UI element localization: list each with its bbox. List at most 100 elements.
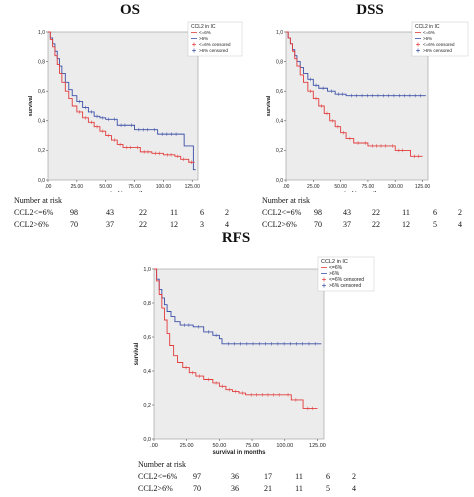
at-risk-cell: 70 xyxy=(193,484,201,493)
at-risk-label-high: CCL2>6% xyxy=(262,220,297,229)
at-risk-cell: 70 xyxy=(70,220,78,229)
at-risk-cell: 5 xyxy=(433,220,437,229)
plot-area xyxy=(153,268,325,440)
at-risk-cell: 5 xyxy=(326,484,330,493)
y-tick-label: 0,6 xyxy=(276,89,283,95)
y-tick-label: 0,6 xyxy=(143,335,151,341)
chart-title-dss: DSS xyxy=(356,2,384,18)
at-risk-table-os: Number at risk CCL2<=6% CCL2>6% 98 43 22… xyxy=(14,196,234,232)
x-tick-label: 100.00 xyxy=(156,184,172,190)
plot-area xyxy=(285,31,429,181)
at-risk-cell: 2 xyxy=(352,472,356,481)
y-axis-label: survival xyxy=(28,95,34,116)
y-tick-label: 0,4 xyxy=(38,119,45,125)
os-survival-chart: 0,0 0,2 0,4 0,6 0,8 1,0 .00 25.00 50.00 75.00 100.… xyxy=(28,21,243,192)
at-risk-cell: 22 xyxy=(372,208,380,217)
y-tick-label: 0,4 xyxy=(276,119,283,125)
x-tick-label: .00 xyxy=(150,443,158,449)
series-line-low xyxy=(286,31,423,157)
x-axis-label: survival in months xyxy=(99,191,148,192)
at-risk-label-low: CCL2<=6% xyxy=(14,208,54,217)
at-risk-cell: 12 xyxy=(170,220,178,229)
at-risk-cell: 2 xyxy=(225,208,229,217)
at-risk-cell: 98 xyxy=(70,208,78,217)
at-risk-cell: 4 xyxy=(458,220,462,229)
y-tick-label: 0,4 xyxy=(143,369,151,375)
x-tick-label: .00 xyxy=(283,184,290,190)
legend-entry: >6% xyxy=(423,36,432,41)
at-risk-cell: 17 xyxy=(264,472,272,481)
at-risk-header: Number at risk xyxy=(262,196,310,205)
at-risk-table-rfs: Number at risk CCL2<=6% CCL2>6% 97 36 17… xyxy=(138,460,374,496)
at-risk-cell: 22 xyxy=(139,208,147,217)
y-tick-label: 0,2 xyxy=(143,403,151,409)
x-tick-label: 100.00 xyxy=(388,184,404,190)
at-risk-cell: 37 xyxy=(106,220,114,229)
at-risk-cell: 4 xyxy=(225,220,229,229)
legend-entry: <=6% censored xyxy=(329,277,364,283)
y-tick-label: 0,2 xyxy=(38,148,45,154)
at-risk-cell: 98 xyxy=(314,208,322,217)
x-tick-label: 125.00 xyxy=(415,184,431,190)
y-tick-label: 0,0 xyxy=(38,178,45,184)
at-risk-cell: 36 xyxy=(231,484,239,493)
at-risk-table-dss: Number at risk CCL2<=6% CCL2>6% 98 43 22… xyxy=(262,196,474,232)
y-tick-label: 0,0 xyxy=(143,437,151,443)
x-tick-label: 25.00 xyxy=(71,184,84,190)
plot-area xyxy=(47,31,199,181)
legend-entry: >6% xyxy=(199,36,208,41)
x-tick-label: 100.00 xyxy=(276,443,293,449)
dss-survival-chart: 0,0 0,2 0,4 0,6 0,8 1,0 .00 25.00 50.00 75.00 100.… xyxy=(266,21,469,192)
at-risk-label-high: CCL2>6% xyxy=(138,484,173,493)
legend-box xyxy=(317,256,375,292)
at-risk-cell: 43 xyxy=(343,208,351,217)
legend-entry: <=6% xyxy=(329,265,343,271)
y-tick-label: 0,6 xyxy=(38,89,45,95)
y-tick-label: 0,2 xyxy=(276,148,283,154)
x-tick-label: 50.00 xyxy=(334,184,347,190)
x-tick-label: 75.00 xyxy=(245,443,259,449)
legend-title: CCL2 in IC xyxy=(321,259,348,265)
legend-entry: >6% censored xyxy=(423,48,452,53)
legend-entry: <=6% xyxy=(199,30,211,35)
y-tick-label: 1,0 xyxy=(143,267,151,273)
at-risk-cell: 11 xyxy=(402,208,410,217)
at-risk-cell: 6 xyxy=(433,208,437,217)
at-risk-cell: 22 xyxy=(372,220,380,229)
legend-entry: >6% censored xyxy=(329,283,361,289)
legend-box xyxy=(187,21,243,57)
series-line-low xyxy=(48,31,195,163)
at-risk-header: Number at risk xyxy=(138,460,186,469)
at-risk-cell: 6 xyxy=(326,472,330,481)
legend-entry: <=6% censored xyxy=(199,42,231,47)
at-risk-cell: 11 xyxy=(295,484,303,493)
y-tick-label: 1,0 xyxy=(276,30,283,36)
at-risk-label-low: CCL2<=6% xyxy=(262,208,302,217)
legend-box xyxy=(411,21,469,57)
at-risk-cell: 12 xyxy=(402,220,410,229)
at-risk-label-low: CCL2<=6% xyxy=(138,472,178,481)
legend-title: CCL2 in IC xyxy=(191,24,216,30)
at-risk-cell: 70 xyxy=(314,220,322,229)
at-risk-cell: 11 xyxy=(295,472,303,481)
chart-title-os: OS xyxy=(119,2,140,18)
x-axis-label: survival in months xyxy=(333,191,382,192)
at-risk-cell: 2 xyxy=(458,208,462,217)
chart-title-rfs: RFS xyxy=(221,230,251,246)
at-risk-cell: 36 xyxy=(231,472,239,481)
x-tick-label: 50.00 xyxy=(99,184,112,190)
at-risk-header: Number at risk xyxy=(14,196,62,205)
y-tick-label: 0,8 xyxy=(276,59,283,65)
at-risk-cell: 37 xyxy=(343,220,351,229)
x-tick-label: 50.00 xyxy=(213,443,227,449)
series-line-low xyxy=(154,268,318,409)
at-risk-cell: 3 xyxy=(200,220,204,229)
y-axis-label: survival xyxy=(134,342,140,365)
legend-title: CCL2 in IC xyxy=(415,24,440,30)
x-axis-label: survival in months xyxy=(212,450,266,455)
y-tick-label: 1,0 xyxy=(38,30,45,36)
y-tick-label: 0,8 xyxy=(143,301,151,307)
x-tick-label: 25.00 xyxy=(180,443,194,449)
x-tick-label: 125.00 xyxy=(309,443,326,449)
at-risk-cell: 11 xyxy=(170,208,178,217)
